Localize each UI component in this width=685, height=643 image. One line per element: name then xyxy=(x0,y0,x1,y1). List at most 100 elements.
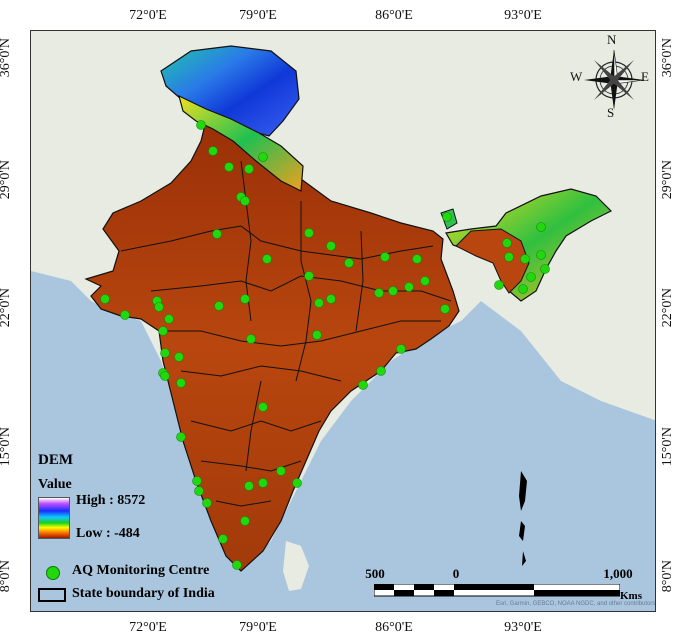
lon-label-86-bottom: 86°0'E xyxy=(375,620,413,635)
aq-point xyxy=(208,146,218,156)
aq-point xyxy=(494,280,504,290)
lat-label-8-right: 8°0'N xyxy=(660,560,675,593)
aq-point xyxy=(518,284,528,294)
aq-point xyxy=(244,164,254,174)
aq-point xyxy=(224,162,234,172)
aq-point xyxy=(176,432,186,442)
aq-point xyxy=(304,271,314,281)
lon-label-72-bottom: 72°0'E xyxy=(129,620,167,635)
aq-point xyxy=(176,378,186,388)
dem-color-ramp xyxy=(38,497,70,539)
state-boundary-symbol xyxy=(38,588,66,602)
aq-point xyxy=(504,252,514,262)
compass-east: E xyxy=(641,69,649,84)
aq-point xyxy=(158,326,168,336)
aq-point xyxy=(212,229,222,239)
lat-label-29-right: 29°0'N xyxy=(660,160,675,200)
aq-point xyxy=(540,264,550,274)
aq-point xyxy=(374,288,384,298)
aq-point xyxy=(258,152,268,162)
compass-south: S xyxy=(607,105,615,120)
aq-point xyxy=(258,402,268,412)
aq-point xyxy=(412,254,422,264)
sri-lanka xyxy=(283,541,309,591)
legend: DEM Value xyxy=(38,452,73,493)
map-frame xyxy=(30,30,656,612)
lat-label-22: 22°0'N xyxy=(0,288,13,328)
map-canvas xyxy=(31,31,655,611)
aq-point xyxy=(304,228,314,238)
compass-rose-icon xyxy=(584,49,645,110)
aq-point xyxy=(258,478,268,488)
aq-point xyxy=(380,252,390,262)
aq-point xyxy=(344,258,354,268)
aq-point xyxy=(196,120,206,130)
aq-point xyxy=(326,294,336,304)
lat-label-15-right: 15°0'N xyxy=(660,427,675,467)
aq-point xyxy=(218,534,228,544)
lon-label-79-bottom: 79°0'E xyxy=(239,620,277,635)
aq-point xyxy=(388,286,398,296)
scale-bar xyxy=(374,584,620,597)
aq-point xyxy=(520,254,530,264)
aq-point xyxy=(276,466,286,476)
aq-point xyxy=(154,302,164,312)
aq-point xyxy=(160,371,170,381)
state-boundary-label: State boundary of India xyxy=(72,586,215,601)
aq-point xyxy=(526,272,536,282)
lat-label-8: 8°0'N xyxy=(0,560,13,593)
aq-point xyxy=(246,334,256,344)
aq-point xyxy=(404,282,414,292)
aq-point xyxy=(214,301,224,311)
aq-point xyxy=(442,212,452,222)
andaman-islands xyxy=(519,471,527,566)
aq-point xyxy=(244,481,254,491)
compass-west: W xyxy=(570,69,583,84)
legend-low: Low : -484 xyxy=(76,526,140,541)
lon-label-86: 86°0'E xyxy=(375,8,413,23)
aq-point xyxy=(292,478,302,488)
india-dem xyxy=(84,120,460,572)
aq-point xyxy=(314,298,324,308)
scale-label-1000: 1,000 xyxy=(603,566,633,581)
aq-point xyxy=(536,250,546,260)
aq-point xyxy=(100,294,110,304)
northeast-high xyxy=(445,188,613,302)
aq-point xyxy=(164,314,174,324)
aq-point xyxy=(420,276,430,286)
lon-label-93: 93°0'E xyxy=(504,8,542,23)
legend-subtitle: Value xyxy=(38,477,72,492)
aq-point xyxy=(120,310,130,320)
aq-point xyxy=(240,516,250,526)
legend-title: DEM xyxy=(38,452,73,468)
aq-point xyxy=(502,238,512,248)
lon-label-93-bottom: 93°0'E xyxy=(504,620,542,635)
aq-point xyxy=(358,380,368,390)
lon-label-79: 79°0'E xyxy=(239,8,277,23)
aq-point xyxy=(326,241,336,251)
aq-legend-symbol xyxy=(46,566,60,580)
aq-point xyxy=(312,330,322,340)
scale-unit: Kms xyxy=(620,590,642,602)
aq-point xyxy=(376,366,386,376)
lat-label-36-right: 36°0'N xyxy=(660,38,675,78)
lat-label-29: 29°0'N xyxy=(0,160,13,200)
lat-label-36: 36°0'N xyxy=(0,38,13,78)
aq-point xyxy=(160,348,170,358)
aq-point xyxy=(396,344,406,354)
lat-label-22-right: 22°0'N xyxy=(660,288,675,328)
aq-point xyxy=(440,304,450,314)
aq-point xyxy=(262,254,272,264)
aq-legend-label: AQ Monitoring Centre xyxy=(72,563,210,578)
aq-point xyxy=(240,294,250,304)
aq-point xyxy=(194,486,204,496)
aq-point xyxy=(240,196,250,206)
aq-point xyxy=(174,352,184,362)
aq-point xyxy=(232,560,242,570)
scale-label-0: 0 xyxy=(452,566,460,581)
scale-label-500: 500 xyxy=(365,566,385,581)
aq-point xyxy=(536,222,546,232)
legend-high: High : 8572 xyxy=(76,493,146,508)
compass-north: N xyxy=(607,32,617,47)
aq-point xyxy=(192,476,202,486)
